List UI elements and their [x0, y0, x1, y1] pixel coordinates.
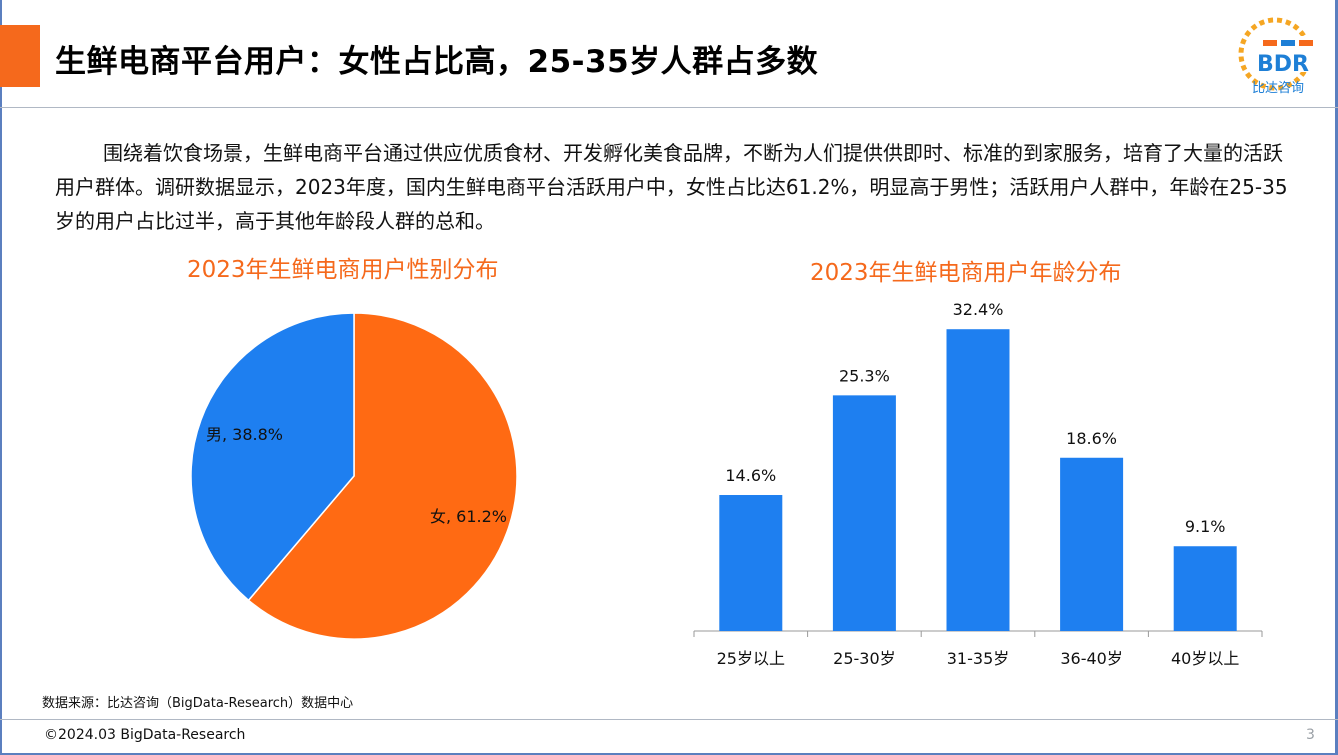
page-title: 生鲜电商平台用户：女性占比高，25-35岁人群占多数 [55, 44, 819, 80]
footer-divider [0, 719, 1338, 720]
bar-value-label: 9.1% [1185, 517, 1226, 536]
header-divider [0, 107, 1338, 108]
frame-left [0, 0, 2, 755]
x-tick-label: 25岁以上 [717, 649, 785, 668]
bar-0 [719, 495, 783, 631]
bar-value-label: 32.4% [953, 300, 1004, 319]
page-number: 3 [1306, 727, 1315, 743]
bar-chart-title: 2023年生鲜电商用户年龄分布 [810, 260, 1122, 286]
bar-value-label: 25.3% [839, 366, 890, 385]
bar-3 [1060, 457, 1124, 631]
x-tick-label: 36-40岁 [1060, 649, 1123, 668]
pie-label-1: 男, 38.8% [206, 425, 283, 444]
logo-text: BDR [1257, 52, 1309, 77]
x-tick-label: 31-35岁 [947, 649, 1010, 668]
bar-2 [946, 329, 1010, 631]
logo-subtext: 比达咨询 [1252, 81, 1305, 96]
x-tick-label: 25-30岁 [833, 649, 896, 668]
bar-1 [832, 395, 896, 631]
copyright: ©2024.03 BigData-Research [44, 727, 246, 743]
pie-chart-title: 2023年生鲜电商用户性别分布 [187, 257, 499, 283]
x-tick-label: 40岁以上 [1171, 649, 1239, 668]
pie-slice-1 [190, 312, 355, 602]
frame-bottom [0, 753, 1338, 755]
bar-4 [1173, 546, 1237, 631]
bdr-logo-icon: BDR [1238, 17, 1313, 91]
bar-value-label: 18.6% [1066, 429, 1117, 448]
data-source-note: 数据来源：比达咨询（BigData-Research）数据中心 [42, 696, 354, 711]
title-accent-bar [0, 25, 40, 87]
pie-label-0: 女, 61.2% [430, 507, 507, 526]
pie-slice-0 [247, 312, 518, 640]
bar-value-label: 14.6% [725, 466, 776, 485]
frame-right [1335, 0, 1338, 755]
intro-paragraph: 围绕着饮食场景，生鲜电商平台通过供应优质食材、开发孵化美食品牌，不断为人们提供供… [55, 141, 1288, 233]
